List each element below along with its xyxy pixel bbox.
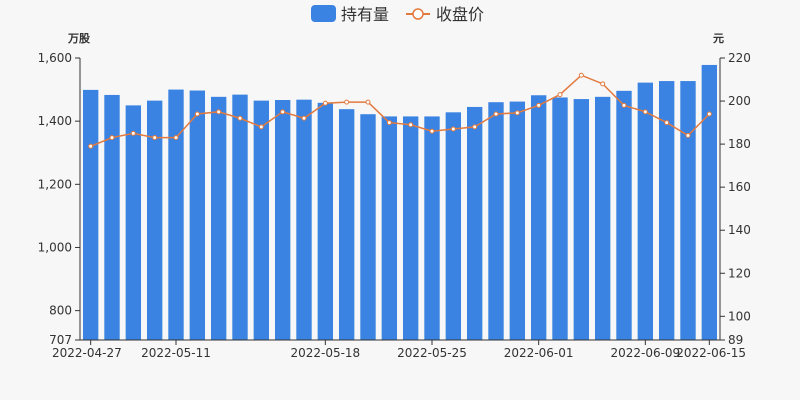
price-point-2022-05-30: [514, 110, 520, 116]
price-point-2022-06-07: [621, 102, 627, 108]
bar-2022-06-07: [616, 90, 632, 340]
legend-bar-swatch: [311, 5, 336, 22]
x-tick-label: 2022-05-18: [290, 346, 360, 360]
bar-2022-05-24: [424, 116, 440, 340]
bar-2022-04-27: [82, 89, 99, 340]
right-tick-label: 100: [728, 309, 751, 323]
price-point-2022-05-06: [173, 135, 179, 141]
price-point-2022-05-26: [472, 124, 478, 130]
price-point-2022-06-02: [578, 72, 584, 78]
right-tick-label: 200: [728, 94, 751, 108]
left-axis-unit: 万股: [67, 32, 91, 45]
bar-2022-05-12: [253, 100, 270, 340]
left-tick-label: 1,600: [38, 51, 72, 65]
left-tick-label: 1,400: [38, 114, 72, 128]
bar-2022-05-27: [488, 102, 504, 341]
bar-2022-05-26: [466, 106, 483, 340]
legend: 持有量 收盘价: [311, 5, 484, 24]
bar-2022-05-25: [445, 112, 462, 340]
bar-2022-05-30: [509, 101, 526, 340]
right-tick-label: 89: [728, 333, 743, 347]
x-tick-label: 2022-05-11: [141, 346, 211, 360]
bar-2022-06-02: [573, 99, 590, 340]
price-point-2022-05-10: [216, 109, 222, 115]
price-point-2022-05-20: [386, 120, 392, 126]
bar-2022-05-19: [360, 114, 376, 341]
price-point-2022-05-13: [280, 109, 286, 115]
price-point-2022-05-27: [493, 111, 499, 117]
bar-2022-05-20: [381, 116, 398, 340]
price-point-2022-05-24: [429, 128, 435, 134]
legend-line-marker: [412, 8, 424, 20]
price-point-2022-06-08: [642, 109, 648, 115]
bar-2022-05-17: [317, 102, 334, 340]
price-point-2022-05-16: [301, 115, 307, 121]
x-tick-label: 2022-05-25: [397, 346, 467, 360]
price-point-2022-06-15: [706, 111, 712, 117]
bar-2022-06-15: [701, 64, 718, 340]
bar-series: [82, 64, 718, 341]
price-point-2022-04-29: [130, 130, 136, 136]
price-point-2022-06-10: [685, 133, 691, 138]
bar-2022-05-31: [530, 95, 547, 340]
left-tick-label: 1,000: [38, 240, 72, 254]
price-point-2022-04-27: [88, 143, 94, 149]
price-point-2022-06-01: [557, 92, 563, 98]
close-price-line: [90, 74, 710, 147]
bar-2022-05-05: [146, 100, 163, 340]
bar-2022-06-08: [637, 82, 654, 340]
price-point-2022-05-23: [408, 122, 414, 128]
bar-2022-05-06: [168, 89, 184, 340]
left-tick-label: 1,200: [38, 177, 72, 191]
bar-2022-05-10: [210, 96, 227, 340]
x-tick-label: 2022-04-27: [52, 346, 122, 360]
axes: 707 800 1,000 1,200 1,400 1,600 89 100 120 140 160…: [38, 51, 751, 360]
price-point-2022-05-18: [344, 99, 350, 105]
bar-2022-04-29: [125, 105, 142, 341]
left-tick-label: 800: [49, 304, 72, 318]
bar-2022-05-18: [338, 109, 355, 340]
bar-2022-06-10: [680, 81, 696, 341]
bar-2022-05-23: [402, 116, 419, 340]
price-point-2022-06-06: [600, 81, 606, 87]
price-point-2022-04-28: [109, 135, 115, 141]
line-series: [88, 72, 712, 149]
price-point-2022-05-17: [322, 100, 328, 106]
x-tick-label: 2022-06-01: [504, 346, 574, 360]
bar-2022-05-16: [296, 99, 312, 341]
legend-bar-label: 持有量: [341, 5, 389, 24]
price-point-2022-06-09: [664, 120, 670, 126]
price-point-2022-05-12: [258, 124, 264, 130]
right-tick-label: 180: [728, 137, 751, 151]
price-point-2022-05-31: [536, 102, 542, 108]
bar-2022-06-06: [594, 96, 611, 340]
x-tick-label: 2022-06-09: [610, 346, 680, 360]
price-point-2022-05-25: [450, 126, 456, 132]
bar-2022-05-09: [189, 90, 206, 340]
legend-line-label: 收盘价: [436, 5, 484, 24]
price-point-2022-05-09: [194, 111, 200, 117]
right-axis-unit: 元: [713, 32, 724, 45]
bar-2022-06-09: [658, 81, 675, 341]
bar-2022-04-28: [104, 94, 120, 340]
right-tick-label: 160: [728, 180, 751, 194]
price-point-2022-05-11: [237, 115, 243, 121]
right-tick-label: 140: [728, 223, 751, 237]
left-tick-label: 707: [49, 333, 72, 347]
price-point-2022-05-19: [365, 99, 371, 105]
right-tick-label: 220: [728, 51, 751, 65]
right-tick-label: 120: [728, 266, 751, 280]
x-tick-label: 2022-06-15: [676, 346, 746, 360]
price-point-2022-05-05: [152, 135, 158, 141]
bar-2022-05-11: [232, 94, 248, 340]
bar-2022-06-01: [552, 97, 568, 340]
bar-2022-05-13: [274, 100, 291, 340]
